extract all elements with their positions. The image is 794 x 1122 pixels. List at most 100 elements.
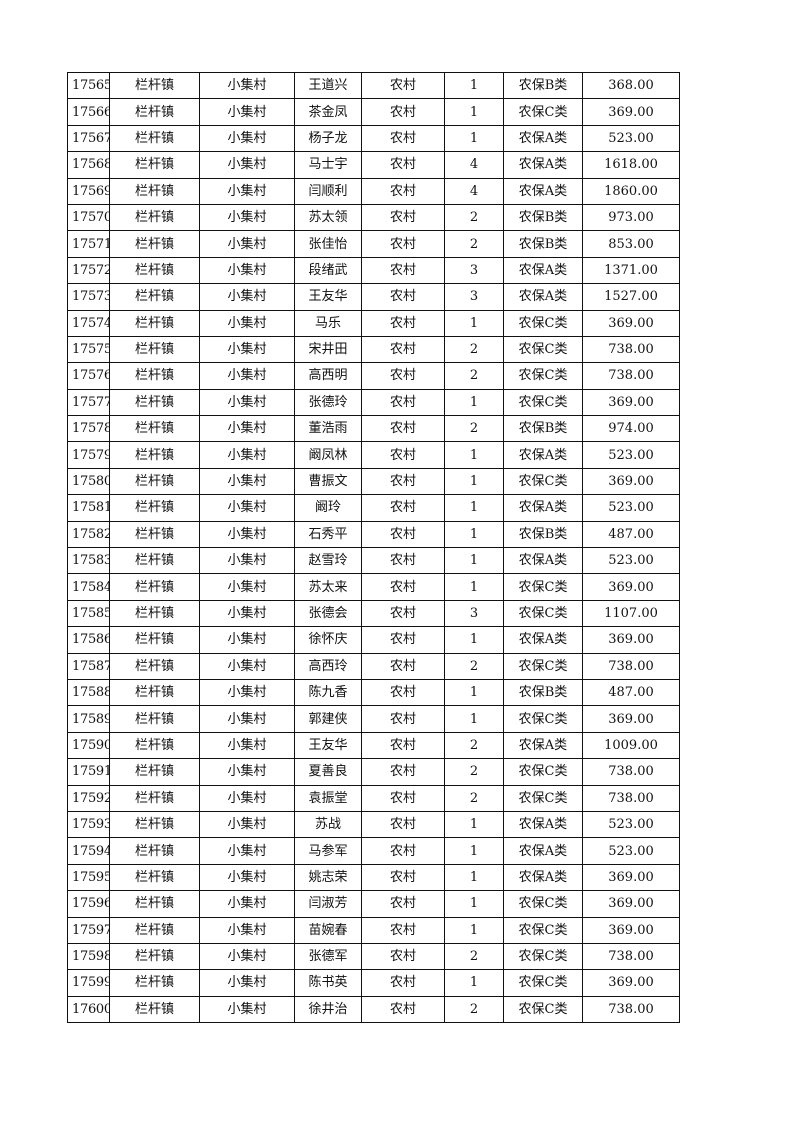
amount-cell: 368.00 (582, 71, 680, 100)
village-cell: 小集村 (199, 494, 295, 522)
insurance-class-cell: 农保A类 (503, 283, 583, 311)
serial-number-cell: 17594 (67, 837, 110, 865)
table-row: 17577 栏杆镇 小集村 张德玲 农村 1 农保C类 369.00 (67, 388, 680, 417)
town-cell: 栏杆镇 (109, 283, 200, 311)
serial-number-cell: 17580 (67, 467, 110, 496)
insurance-class-cell: 农保C类 (503, 98, 583, 126)
name-cell: 赵雪玲 (294, 547, 362, 575)
table-row: 17580 栏杆镇 小集村 曹振文 农村 1 农保C类 369.00 (67, 467, 680, 496)
member-count-cell: 2 (444, 415, 504, 443)
household-type-cell: 农村 (361, 784, 445, 812)
name-cell: 王友华 (294, 731, 362, 760)
serial-number-cell: 17598 (67, 942, 110, 971)
table-row: 17566 栏杆镇 小集村 茶金凤 农村 1 农保C类 369.00 (67, 98, 680, 126)
village-cell: 小集村 (199, 309, 295, 337)
village-cell: 小集村 (199, 810, 295, 839)
village-cell: 小集村 (199, 362, 295, 390)
name-cell: 马乐 (294, 309, 362, 337)
town-cell: 栏杆镇 (109, 916, 200, 944)
amount-cell: 1860.00 (582, 177, 680, 205)
name-cell: 陈书英 (294, 969, 362, 997)
household-type-cell: 农村 (361, 652, 445, 680)
name-cell: 徐怀庆 (294, 626, 362, 654)
serial-number-cell: 17577 (67, 388, 110, 417)
insurance-class-cell: 农保C类 (503, 335, 583, 364)
insurance-class-cell: 农保C类 (503, 362, 583, 390)
amount-cell: 1009.00 (582, 731, 680, 760)
name-cell: 杨子龙 (294, 124, 362, 153)
household-type-cell: 农村 (361, 969, 445, 997)
village-cell: 小集村 (199, 520, 295, 549)
amount-cell: 369.00 (582, 309, 680, 337)
table-row: 17600 栏杆镇 小集村 徐井治 农村 2 农保C类 738.00 (67, 995, 680, 1024)
town-cell: 栏杆镇 (109, 705, 200, 733)
member-count-cell: 2 (444, 784, 504, 812)
insurance-class-cell: 农保C类 (503, 573, 583, 601)
serial-number-cell: 17568 (67, 151, 110, 179)
amount-cell: 369.00 (582, 626, 680, 654)
serial-number-cell: 17569 (67, 177, 110, 205)
village-cell: 小集村 (199, 916, 295, 944)
member-count-cell: 1 (444, 969, 504, 997)
serial-number-cell: 17565 (67, 71, 110, 100)
village-cell: 小集村 (199, 731, 295, 760)
amount-cell: 738.00 (582, 362, 680, 390)
village-cell: 小集村 (199, 599, 295, 628)
insurance-class-cell: 农保C类 (503, 784, 583, 812)
table-row: 17583 栏杆镇 小集村 赵雪玲 农村 1 农保A类 523.00 (67, 547, 680, 575)
member-count-cell: 1 (444, 678, 504, 707)
member-count-cell: 2 (444, 230, 504, 258)
insurance-class-cell: 农保C类 (503, 388, 583, 417)
amount-cell: 1618.00 (582, 151, 680, 179)
insurance-class-cell: 农保A类 (503, 177, 583, 205)
insurance-class-cell: 农保B类 (503, 203, 583, 232)
insurance-class-cell: 农保B类 (503, 415, 583, 443)
name-cell: 马参军 (294, 837, 362, 865)
table-row: 17585 栏杆镇 小集村 张德会 农村 3 农保C类 1107.00 (67, 599, 680, 628)
name-cell: 宋井田 (294, 335, 362, 364)
name-cell: 闫顺利 (294, 177, 362, 205)
household-type-cell: 农村 (361, 942, 445, 971)
member-count-cell: 1 (444, 837, 504, 865)
name-cell: 郭建侠 (294, 705, 362, 733)
name-cell: 陈九香 (294, 678, 362, 707)
amount-cell: 487.00 (582, 520, 680, 549)
member-count-cell: 3 (444, 256, 504, 285)
village-cell: 小集村 (199, 863, 295, 892)
table-row: 17594 栏杆镇 小集村 马参军 农村 1 农保A类 523.00 (67, 837, 680, 865)
household-type-cell: 农村 (361, 467, 445, 496)
town-cell: 栏杆镇 (109, 731, 200, 760)
insurance-class-cell: 农保A类 (503, 810, 583, 839)
amount-cell: 523.00 (582, 810, 680, 839)
amount-cell: 738.00 (582, 942, 680, 971)
household-type-cell: 农村 (361, 573, 445, 601)
village-cell: 小集村 (199, 652, 295, 680)
village-cell: 小集村 (199, 784, 295, 812)
town-cell: 栏杆镇 (109, 494, 200, 522)
serial-number-cell: 17587 (67, 652, 110, 680)
town-cell: 栏杆镇 (109, 626, 200, 654)
name-cell: 石秀平 (294, 520, 362, 549)
table-row: 17568 栏杆镇 小集村 马士宇 农村 4 农保A类 1618.00 (67, 151, 680, 179)
name-cell: 茶金凤 (294, 98, 362, 126)
amount-cell: 853.00 (582, 230, 680, 258)
name-cell: 高西明 (294, 362, 362, 390)
serial-number-cell: 17599 (67, 969, 110, 997)
table-row: 17570 栏杆镇 小集村 苏太领 农村 2 农保B类 973.00 (67, 203, 680, 232)
town-cell: 栏杆镇 (109, 256, 200, 285)
table-row: 17576 栏杆镇 小集村 高西明 农村 2 农保C类 738.00 (67, 362, 680, 390)
table-row: 17596 栏杆镇 小集村 闫淑芳 农村 1 农保C类 369.00 (67, 890, 680, 918)
name-cell: 曹振文 (294, 467, 362, 496)
serial-number-cell: 17593 (67, 810, 110, 839)
name-cell: 苗婉春 (294, 916, 362, 944)
town-cell: 栏杆镇 (109, 415, 200, 443)
household-type-cell: 农村 (361, 98, 445, 126)
household-type-cell: 农村 (361, 362, 445, 390)
town-cell: 栏杆镇 (109, 995, 200, 1024)
household-type-cell: 农村 (361, 230, 445, 258)
serial-number-cell: 17571 (67, 230, 110, 258)
member-count-cell: 1 (444, 547, 504, 575)
table-row: 17595 栏杆镇 小集村 姚志荣 农村 1 农保A类 369.00 (67, 863, 680, 892)
town-cell: 栏杆镇 (109, 203, 200, 232)
amount-cell: 523.00 (582, 441, 680, 469)
